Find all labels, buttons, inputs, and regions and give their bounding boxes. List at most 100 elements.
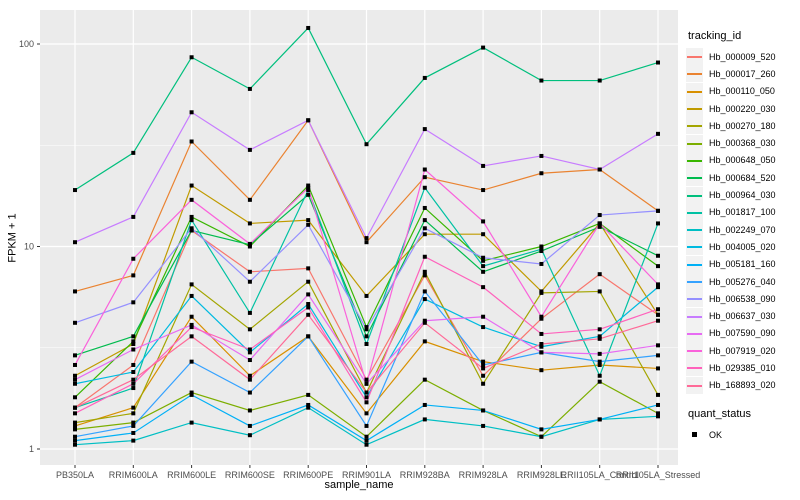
legend-item-Hb_002249_070: Hb_002249_070 (686, 221, 798, 239)
legend-key-line-icon (686, 273, 703, 290)
data-point-marker (364, 423, 369, 428)
data-point-marker (189, 139, 194, 144)
legend-item-Hb_000270_180: Hb_000270_180 (686, 117, 798, 135)
legend-title-tracking-id: tracking_id (688, 30, 742, 42)
data-point-marker (73, 438, 77, 443)
legend-key-line-icon (686, 307, 703, 325)
quant-status-legend: quant_status OK (686, 408, 798, 443)
data-point-marker (481, 163, 486, 168)
data-point-marker (73, 353, 77, 358)
legend-item-label: Hb_004005_020 (709, 241, 776, 252)
data-point-marker (597, 224, 602, 229)
data-point-marker (131, 342, 136, 347)
data-point-marker (422, 254, 427, 259)
data-point-marker (247, 279, 252, 284)
data-point-marker (597, 373, 602, 378)
data-point-marker (422, 402, 427, 407)
data-point-marker (539, 290, 544, 295)
legend-key-line-icon (686, 221, 703, 239)
y-tick-label: 100 (19, 39, 34, 49)
data-point-marker (306, 192, 311, 197)
data-point-marker (306, 25, 311, 30)
data-point-marker (422, 127, 427, 132)
data-point-marker (597, 351, 602, 356)
data-point-marker (247, 423, 252, 428)
data-point-marker (656, 414, 660, 419)
quant-status-legend-items: OK (686, 426, 798, 443)
data-point-marker (422, 75, 427, 80)
legend-key-line-icon (686, 290, 703, 308)
data-point-marker (189, 214, 194, 219)
data-point-marker (73, 427, 77, 432)
data-point-marker (306, 183, 311, 188)
x-axis-title: sample_name (324, 479, 394, 491)
data-point-marker (539, 153, 544, 158)
data-point-marker (131, 411, 136, 416)
data-point-marker (247, 408, 252, 413)
data-point-marker (247, 347, 252, 352)
data-point-marker (539, 78, 544, 83)
data-point-marker (539, 247, 544, 252)
data-point-marker (131, 300, 136, 305)
data-point-marker (656, 264, 660, 269)
data-point-marker (364, 395, 369, 400)
legend-item-label: Hb_005181_160 (709, 259, 776, 270)
data-point-marker (422, 218, 427, 223)
legend-item-label: Hb_000684_520 (709, 172, 776, 183)
data-point-marker (189, 197, 194, 202)
data-point-marker (73, 434, 77, 439)
x-tick-label: RRIM928BA (400, 470, 450, 480)
data-point-marker (131, 256, 136, 261)
legend-item-Hb_006538_090: Hb_006538_090 (686, 290, 798, 308)
data-point-marker (364, 377, 369, 382)
data-point-marker (306, 392, 311, 397)
data-point-marker (364, 411, 369, 416)
legend-item-Hb_000684_520: Hb_000684_520 (686, 169, 798, 187)
legend-item-Hb_004005_020: Hb_004005_020 (686, 238, 798, 256)
data-point-marker (656, 353, 660, 358)
legend-key-line-icon (686, 376, 703, 394)
legend-item-Hb_168893_020: Hb_168893_020 (686, 376, 798, 394)
data-point-marker (73, 423, 77, 428)
data-point-marker (306, 218, 311, 223)
legend-key-line-icon (686, 255, 703, 273)
legend-item-label: Hb_000648_050 (709, 155, 776, 166)
data-point-marker (422, 339, 427, 344)
legend-key-square-icon (686, 426, 703, 443)
data-point-marker (481, 188, 486, 193)
data-point-marker (73, 320, 77, 325)
data-point-marker (422, 226, 427, 231)
data-point-marker (131, 362, 136, 367)
data-point-marker (422, 175, 427, 180)
legend-item-Hb_029385_010: Hb_029385_010 (686, 359, 798, 377)
legend-item-label: Hb_000270_180 (709, 120, 776, 131)
x-tick-label: RRIM600SE (225, 470, 275, 480)
data-point-marker (481, 232, 486, 237)
y-tick-label: 10 (24, 242, 34, 252)
data-point-marker (656, 312, 660, 317)
data-point-marker (131, 405, 136, 410)
legend-item-Hb_000368_030: Hb_000368_030 (686, 134, 798, 152)
data-point-marker (422, 377, 427, 382)
x-tick-label: RRIM928LE (517, 470, 566, 480)
data-point-marker (189, 55, 194, 60)
legend-item-label: Hb_006637_030 (709, 311, 776, 322)
data-point-marker (131, 370, 136, 375)
data-point-marker (364, 293, 369, 298)
data-point-marker (306, 312, 311, 317)
data-point-marker (73, 362, 77, 367)
data-point-marker (189, 359, 194, 364)
legend-item-Hb_007590_090: Hb_007590_090 (686, 324, 798, 342)
data-point-marker (73, 395, 77, 400)
data-point-marker (73, 411, 77, 416)
legend-item-label: Hb_007919_020 (709, 345, 776, 356)
data-point-marker (656, 282, 660, 287)
data-point-marker (131, 420, 136, 425)
data-point-marker (131, 377, 136, 382)
data-point-marker (597, 362, 602, 367)
data-point-marker (189, 183, 194, 188)
legend-key-line-icon (686, 359, 703, 377)
legend-item-Hb_006637_030: Hb_006637_030 (686, 307, 798, 325)
data-point-marker (73, 188, 77, 193)
legend-item-label: OK (709, 429, 723, 440)
